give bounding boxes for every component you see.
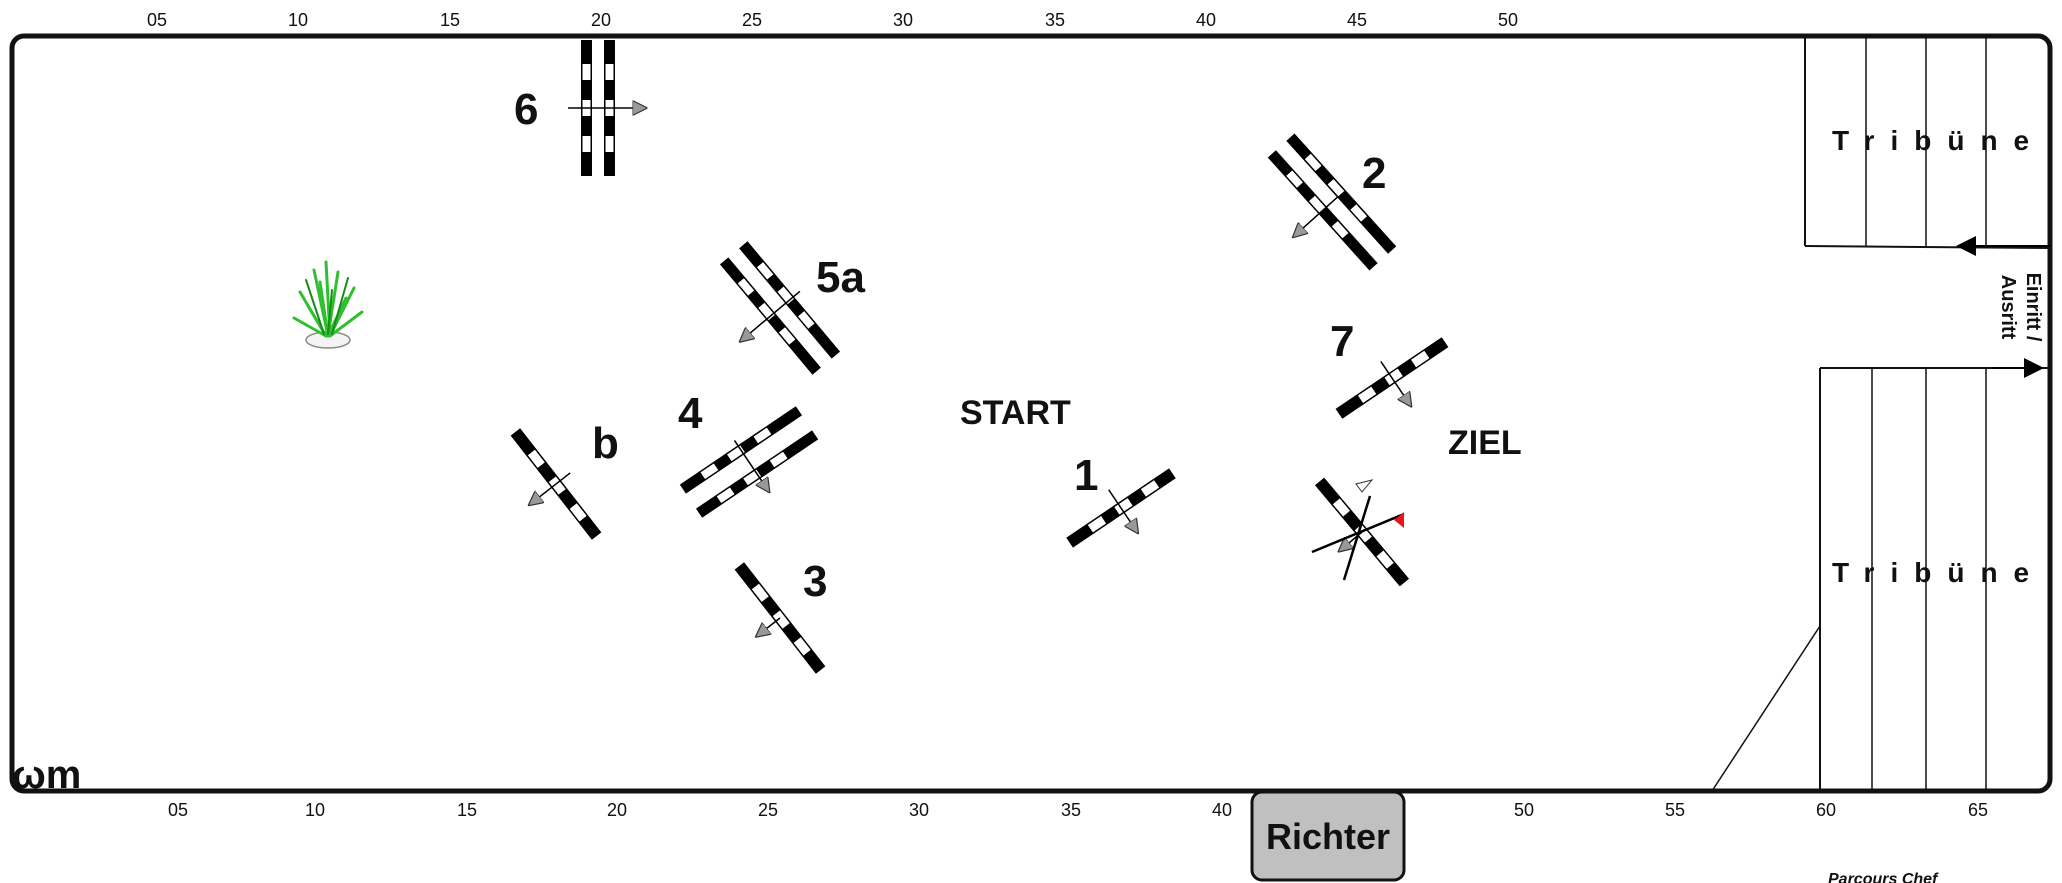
bottom-tick-65: 65	[1968, 800, 1988, 820]
top-tick-15: 15	[440, 10, 460, 30]
bottom-tick-10: 10	[305, 800, 325, 820]
parcours-chef-label: Parcours Chef	[1828, 871, 1939, 883]
jump-2: 2	[1267, 133, 1397, 271]
top-tick-35: 35	[1045, 10, 1065, 30]
top-tick-05: 05	[147, 10, 167, 30]
bottom-tick-05: 05	[168, 800, 188, 820]
entry-exit: Einritt / Ausritt	[1956, 236, 2050, 378]
jump-5a: 5a	[719, 241, 865, 375]
jump-3: 3	[734, 557, 827, 674]
jump-1: 1	[1066, 451, 1176, 548]
top-tick-40: 40	[1196, 10, 1216, 30]
jump-2-label: 2	[1362, 149, 1386, 198]
crossed-out-jump	[1311, 477, 1410, 587]
entry-label-line2: Ausritt	[1997, 275, 2019, 340]
tribune-bottom: Tribüne	[1711, 367, 2050, 792]
red-flag-icon	[1394, 512, 1404, 528]
finish-label: ZIEL	[1448, 424, 1522, 462]
top-tick-10: 10	[288, 10, 308, 30]
bottom-tick-40: 40	[1212, 800, 1232, 820]
top-tick-20: 20	[591, 10, 611, 30]
jump-7-label: 7	[1330, 317, 1354, 366]
bottom-tick-60: 60	[1816, 800, 1836, 820]
bottom-tick-25: 25	[758, 800, 778, 820]
bottom-tick-20: 20	[607, 800, 627, 820]
bottom-ruler: 05 10 15 20 25 30 35 40 45 50 55 60 65	[168, 800, 1988, 820]
jump-7: 7	[1330, 317, 1449, 419]
top-tick-50: 50	[1498, 10, 1518, 30]
start-label: START	[960, 394, 1071, 432]
top-tick-30: 30	[893, 10, 913, 30]
judge-label: Richter	[1266, 816, 1390, 857]
bottom-tick-35: 35	[1061, 800, 1081, 820]
judge-box: Richter	[1250, 790, 1406, 882]
logo-mark: ωm	[12, 753, 81, 797]
jump-b: b	[510, 419, 619, 540]
jump-b-label: b	[592, 419, 619, 468]
bottom-tick-50: 50	[1514, 800, 1534, 820]
jump-4-label: 4	[678, 389, 703, 438]
white-flag-icon	[1355, 479, 1374, 493]
entry-label-line1: Einritt /	[2022, 273, 2044, 342]
jump-1-label: 1	[1074, 451, 1098, 500]
jump-4: 4	[678, 389, 819, 518]
bottom-tick-15: 15	[457, 800, 477, 820]
top-ruler: 05 10 15 20 25 30 35 40 45 50	[147, 10, 1518, 30]
jump-6-label: 6	[514, 85, 538, 134]
bottom-tick-55: 55	[1665, 800, 1685, 820]
tribune-bottom-label: Tribüne	[1832, 557, 2045, 588]
bottom-tick-30: 30	[909, 800, 929, 820]
tribune-top: Tribüne	[1804, 36, 2051, 249]
arena-border	[9, 33, 2053, 794]
top-tick-45: 45	[1347, 10, 1367, 30]
jump-3-label: 3	[803, 557, 827, 606]
plant-icon	[292, 260, 364, 349]
top-tick-25: 25	[742, 10, 762, 30]
tribune-top-label: Tribüne	[1832, 125, 2045, 156]
jump-6: 6	[514, 40, 646, 176]
jump-5a-label: 5a	[816, 253, 865, 302]
jumps-layer: 1 2 3	[510, 40, 1449, 674]
